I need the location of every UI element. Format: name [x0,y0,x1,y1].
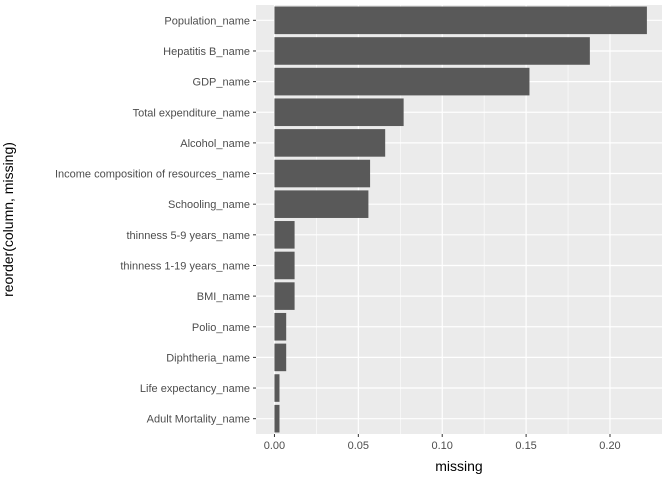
y-tick-label: thinness 5-9 years_name [126,230,250,242]
y-tick-label: Life expectancy_name [140,383,250,395]
y-tick-label: Schooling_name [168,199,250,211]
y-tick-label: Polio_name [192,322,250,334]
bar [274,129,386,157]
bar [274,190,369,218]
axis-ticks: Population_name Hepatitis B_name GDP_name T… [55,15,621,452]
bar [274,98,404,127]
bar [274,37,590,65]
y-tick-label: BMI_name [197,291,250,303]
bar [274,6,647,35]
y-tick-label: Diphtheria_name [166,352,250,364]
y-tick-label: Adult Mortality_name [147,414,250,426]
y-tick-label: thinness 1-19 years_name [120,260,250,272]
x-tick-label: 0.15 [515,440,536,452]
bar [274,374,280,402]
bar [274,67,530,96]
x-axis-title: missing [435,458,482,474]
x-tick-label: 0.05 [348,440,369,452]
x-tick-label: 0.00 [264,440,285,452]
bar [274,282,295,310]
y-tick-label: Population_name [164,15,250,27]
x-tick-label: 0.20 [599,440,620,452]
y-tick-label: Alcohol_name [180,138,250,150]
bar [274,404,280,433]
bar [274,221,295,249]
bar [274,251,295,280]
y-tick-label: Total expenditure_name [133,107,250,119]
bar [274,159,371,188]
bar [274,312,287,341]
bars [274,6,647,433]
y-tick-label: Hepatitis B_name [163,46,250,58]
y-tick-label: Income composition of resources_name [55,169,250,181]
y-axis-title: reorder(column, missing) [0,142,16,297]
x-tick-label: 0.10 [432,440,453,452]
y-tick-label: GDP_name [193,77,250,89]
bar [274,343,287,372]
